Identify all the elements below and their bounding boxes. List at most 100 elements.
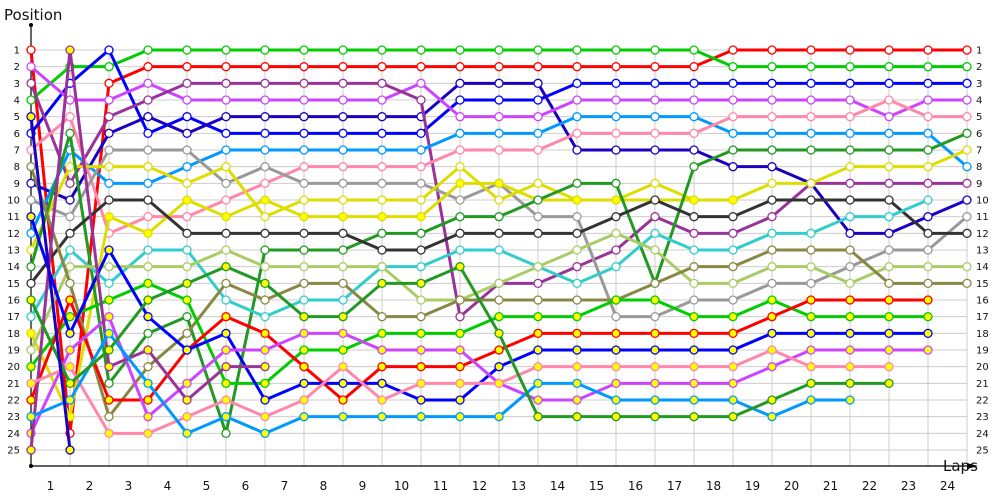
- data-point-marker[interactable]: [104, 328, 114, 338]
- data-point-marker[interactable]: [377, 362, 387, 372]
- data-point-marker[interactable]: [767, 295, 777, 305]
- data-point-marker[interactable]: [572, 95, 582, 105]
- data-point-marker[interactable]: [338, 112, 348, 122]
- series-blue[interactable]: [26, 45, 972, 138]
- data-point-marker[interactable]: [884, 112, 894, 122]
- data-point-marker[interactable]: [221, 378, 231, 388]
- data-point-marker[interactable]: [533, 295, 543, 305]
- data-point-marker[interactable]: [962, 212, 972, 222]
- data-point-marker[interactable]: [182, 162, 192, 172]
- data-point-marker[interactable]: [299, 345, 309, 355]
- data-point-marker[interactable]: [65, 178, 75, 188]
- data-point-marker[interactable]: [533, 62, 543, 72]
- data-point-marker[interactable]: [689, 45, 699, 55]
- data-point-marker[interactable]: [689, 228, 699, 238]
- data-point-marker[interactable]: [338, 395, 348, 405]
- data-point-marker[interactable]: [923, 345, 933, 355]
- data-point-marker[interactable]: [65, 328, 75, 338]
- data-point-marker[interactable]: [182, 45, 192, 55]
- data-point-marker[interactable]: [962, 45, 972, 55]
- data-point-marker[interactable]: [689, 212, 699, 222]
- data-point-marker[interactable]: [650, 378, 660, 388]
- data-point-marker[interactable]: [260, 145, 270, 155]
- data-point-marker[interactable]: [182, 295, 192, 305]
- data-point-marker[interactable]: [416, 245, 426, 255]
- data-point-marker[interactable]: [494, 345, 504, 355]
- data-point-marker[interactable]: [767, 212, 777, 222]
- data-point-marker[interactable]: [650, 328, 660, 338]
- data-point-marker[interactable]: [728, 112, 738, 122]
- data-point-marker[interactable]: [689, 78, 699, 88]
- data-point-marker[interactable]: [221, 245, 231, 255]
- data-point-marker[interactable]: [338, 228, 348, 238]
- data-point-marker[interactable]: [299, 262, 309, 272]
- data-point-marker[interactable]: [65, 45, 75, 55]
- data-point-marker[interactable]: [338, 378, 348, 388]
- data-point-marker[interactable]: [416, 178, 426, 188]
- data-point-marker[interactable]: [572, 45, 582, 55]
- data-point-marker[interactable]: [923, 128, 933, 138]
- data-point-marker[interactable]: [299, 312, 309, 322]
- data-point-marker[interactable]: [650, 278, 660, 288]
- series-red-filled[interactable]: [26, 295, 933, 405]
- data-point-marker[interactable]: [494, 178, 504, 188]
- data-point-marker[interactable]: [533, 278, 543, 288]
- data-point-marker[interactable]: [533, 112, 543, 122]
- data-point-marker[interactable]: [26, 378, 36, 388]
- series-violet[interactable]: [26, 62, 972, 122]
- data-point-marker[interactable]: [338, 328, 348, 338]
- data-point-marker[interactable]: [650, 395, 660, 405]
- series-charcoal[interactable]: [26, 195, 972, 288]
- data-point-marker[interactable]: [650, 345, 660, 355]
- data-point-marker[interactable]: [923, 228, 933, 238]
- data-point-marker[interactable]: [533, 212, 543, 222]
- data-point-marker[interactable]: [494, 228, 504, 238]
- data-point-marker[interactable]: [650, 95, 660, 105]
- data-point-marker[interactable]: [182, 262, 192, 272]
- data-point-marker[interactable]: [806, 345, 816, 355]
- data-point-marker[interactable]: [767, 228, 777, 238]
- data-point-marker[interactable]: [611, 95, 621, 105]
- data-point-marker[interactable]: [455, 128, 465, 138]
- data-point-marker[interactable]: [299, 128, 309, 138]
- data-point-marker[interactable]: [416, 362, 426, 372]
- data-point-marker[interactable]: [143, 428, 153, 438]
- data-point-marker[interactable]: [104, 62, 114, 72]
- data-point-marker[interactable]: [689, 95, 699, 105]
- data-point-marker[interactable]: [611, 345, 621, 355]
- series-blue-filled[interactable]: [26, 212, 933, 405]
- data-point-marker[interactable]: [806, 145, 816, 155]
- data-point-marker[interactable]: [611, 78, 621, 88]
- data-point-marker[interactable]: [494, 362, 504, 372]
- data-point-marker[interactable]: [299, 45, 309, 55]
- data-point-marker[interactable]: [143, 162, 153, 172]
- data-point-marker[interactable]: [533, 178, 543, 188]
- data-point-marker[interactable]: [689, 362, 699, 372]
- data-point-marker[interactable]: [884, 245, 894, 255]
- data-point-marker[interactable]: [728, 262, 738, 272]
- data-point-marker[interactable]: [338, 162, 348, 172]
- data-point-marker[interactable]: [416, 128, 426, 138]
- data-point-marker[interactable]: [221, 228, 231, 238]
- data-point-marker[interactable]: [455, 162, 465, 172]
- data-point-marker[interactable]: [650, 178, 660, 188]
- data-point-marker[interactable]: [143, 45, 153, 55]
- data-point-marker[interactable]: [65, 445, 75, 455]
- data-point-marker[interactable]: [533, 328, 543, 338]
- data-point-marker[interactable]: [845, 378, 855, 388]
- data-point-marker[interactable]: [923, 78, 933, 88]
- data-point-marker[interactable]: [104, 145, 114, 155]
- data-point-marker[interactable]: [104, 45, 114, 55]
- data-point-marker[interactable]: [572, 328, 582, 338]
- data-point-marker[interactable]: [923, 278, 933, 288]
- data-point-marker[interactable]: [455, 378, 465, 388]
- data-point-marker[interactable]: [767, 45, 777, 55]
- data-point-marker[interactable]: [845, 312, 855, 322]
- data-point-marker[interactable]: [377, 378, 387, 388]
- data-point-marker[interactable]: [650, 362, 660, 372]
- data-point-marker[interactable]: [962, 62, 972, 72]
- data-point-marker[interactable]: [143, 295, 153, 305]
- series-olive[interactable]: [26, 162, 972, 422]
- data-point-marker[interactable]: [767, 145, 777, 155]
- data-point-marker[interactable]: [611, 262, 621, 272]
